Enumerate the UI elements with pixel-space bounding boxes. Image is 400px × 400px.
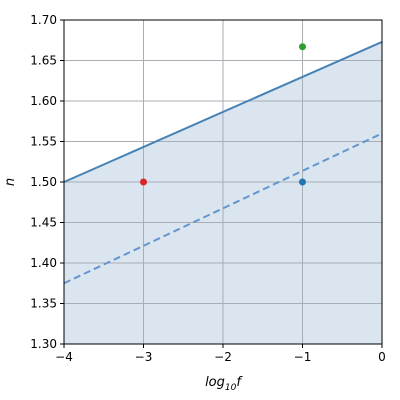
x-tick-label-2: −2 xyxy=(214,350,232,364)
y-tick-label-6: 1.60 xyxy=(30,94,57,108)
y-tick-label-1: 1.35 xyxy=(30,297,57,311)
x-tick-label-4: 0 xyxy=(378,350,386,364)
tick-layer: −4 −3 −2 −1 0 1.30 1.35 1.40 1.45 1.50 1.55 1.60 1.6… xyxy=(30,13,386,364)
line-layer xyxy=(63,40,383,285)
y-tick-label-4: 1.50 xyxy=(30,175,57,189)
x-axis-label-tail: f xyxy=(236,375,243,390)
y-tick-label-0: 1.30 xyxy=(30,337,57,351)
x-tick-label-3: −1 xyxy=(294,350,312,364)
y-tick-label-5: 1.55 xyxy=(30,135,57,149)
series-1-line xyxy=(63,132,383,285)
data-point-0 xyxy=(140,178,147,186)
x-axis-label-subscript: 10 xyxy=(225,383,237,393)
data-point-1 xyxy=(299,178,306,186)
data-point-2 xyxy=(299,43,306,51)
y-axis-label: n xyxy=(3,178,18,186)
point-layer xyxy=(140,43,306,186)
y-tick-label-8: 1.70 xyxy=(30,13,57,27)
x-axis-label: log10f xyxy=(205,375,243,393)
x-axis-label-base: log xyxy=(205,375,225,390)
y-tick-label-2: 1.40 xyxy=(30,256,57,270)
x-tick-label-0: −4 xyxy=(55,350,73,364)
x-tick-label-1: −3 xyxy=(135,350,153,364)
y-tick-label-3: 1.45 xyxy=(30,216,57,230)
y-tick-label-7: 1.65 xyxy=(30,54,57,68)
series-0-line xyxy=(63,40,383,183)
